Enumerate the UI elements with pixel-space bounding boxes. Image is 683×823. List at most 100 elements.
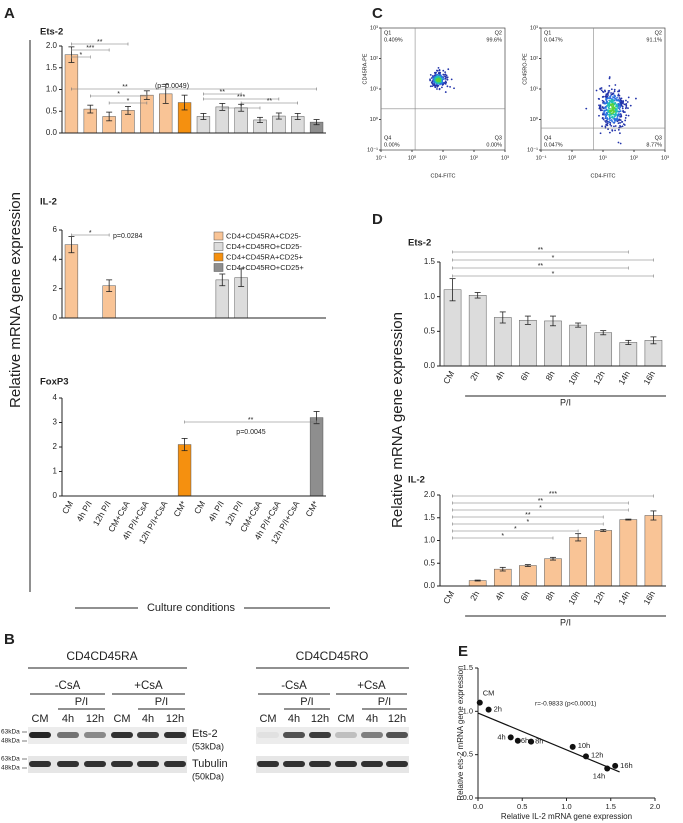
event-dot <box>614 95 617 98</box>
panel-label: D <box>372 211 383 228</box>
significance-label: ** <box>97 39 103 46</box>
band <box>29 732 51 738</box>
band <box>386 732 408 738</box>
point-label: 4h <box>497 732 505 741</box>
event-dot <box>602 118 605 121</box>
event-dot <box>447 68 450 71</box>
protein-label: Tubulin <box>192 758 228 770</box>
protein-size: (50kDa) <box>192 771 224 781</box>
event-dot <box>436 69 439 72</box>
event-dot <box>438 69 441 72</box>
event-dot <box>585 107 588 110</box>
point-label: 12h <box>591 750 604 759</box>
event-dot <box>598 104 600 107</box>
y-tick-label: 1.5 <box>424 257 436 266</box>
y-tick-label: 1.0 <box>46 85 58 94</box>
band <box>335 732 357 738</box>
event-dot <box>618 97 621 99</box>
event-dot <box>624 117 627 119</box>
event-dot <box>606 97 609 99</box>
band <box>361 761 383 767</box>
event-dot <box>616 114 619 117</box>
event-dot <box>619 124 621 127</box>
event-dot <box>614 129 616 132</box>
event-dot <box>604 125 607 128</box>
x-axis-label: Culture conditions <box>147 602 236 614</box>
blot-strip <box>256 727 409 744</box>
significance-label: * <box>79 52 82 59</box>
event-dot <box>610 88 613 91</box>
point-label: 6h <box>521 736 529 745</box>
event-dot <box>437 66 440 69</box>
point <box>582 753 589 760</box>
lane-label: CM <box>259 713 276 725</box>
event-dot <box>602 95 605 98</box>
event-dot <box>604 90 607 93</box>
point-label: 10h <box>578 741 591 750</box>
y-tick-label: 1 <box>53 467 58 476</box>
stim-label: P/I <box>378 696 391 708</box>
y-tick-label: 0.0 <box>463 793 473 802</box>
event-dot <box>601 109 603 112</box>
annotation: r=-0.9833 (p<0.0001) <box>535 701 596 708</box>
x-tick-label: 10³ <box>661 155 669 161</box>
significance-label: ** <box>538 263 544 270</box>
blot-strip <box>256 756 409 773</box>
y-tick-label: 0.5 <box>463 750 473 759</box>
event-dot <box>608 131 611 134</box>
event-dot <box>620 121 623 123</box>
event-dot <box>609 119 612 122</box>
event-dot <box>605 121 607 124</box>
event-dot <box>444 91 447 93</box>
significance-label: *** <box>86 45 94 52</box>
event-dot <box>599 109 602 112</box>
event-dot <box>619 121 621 124</box>
event-dot <box>437 78 440 81</box>
legend-swatch <box>213 252 224 262</box>
y-axis-label: Relative mRNA gene expression <box>7 192 24 408</box>
legend-label: CD4+CD45RA+CD25+ <box>226 252 304 261</box>
x-axis-label: CD4-FITC <box>430 173 455 179</box>
band <box>386 761 408 767</box>
quadrant-name: Q4 <box>384 135 391 141</box>
legend-label: CD4+CD45RA+CD25- <box>226 231 302 240</box>
x-tick-label: 4h <box>493 589 507 602</box>
regression-line <box>477 712 620 773</box>
point-label: 8h <box>535 737 543 746</box>
panel-label: A <box>4 5 15 22</box>
y-tick-label: 10⁰ <box>530 116 539 123</box>
event-dot <box>450 78 453 81</box>
significance-label: * <box>127 98 130 105</box>
event-dot <box>599 132 602 135</box>
band <box>137 732 159 738</box>
band <box>164 732 186 738</box>
event-dot <box>442 69 445 72</box>
event-dot <box>444 77 447 80</box>
y-tick-label: 2 <box>53 442 58 451</box>
stim-label: P/I <box>75 696 88 708</box>
y-tick-label: 0.0 <box>424 581 436 590</box>
significance-label: * <box>539 505 542 512</box>
event-dot <box>444 80 447 83</box>
x-tick-label: 2.0 <box>650 802 660 811</box>
chart-title: Ets-2 <box>408 238 431 249</box>
y-tick-label: 10¹ <box>530 86 538 92</box>
bar <box>493 317 512 367</box>
event-dot <box>613 88 616 91</box>
event-dot <box>600 87 603 89</box>
x-tick-label: 10⁰ <box>568 154 577 161</box>
quadrant-name: Q3 <box>495 135 502 141</box>
event-dot <box>617 93 620 96</box>
band <box>309 732 331 738</box>
event-dot <box>619 105 622 108</box>
protein-size: (53kDa) <box>192 741 224 751</box>
event-dot <box>606 122 609 125</box>
x-tick-label: 10² <box>630 155 638 161</box>
x-tick-label: 8h <box>543 369 557 382</box>
bar <box>468 295 487 367</box>
lane-label: 12h <box>388 713 406 725</box>
bar <box>309 417 324 497</box>
event-dot <box>602 91 605 94</box>
event-dot <box>608 89 611 92</box>
